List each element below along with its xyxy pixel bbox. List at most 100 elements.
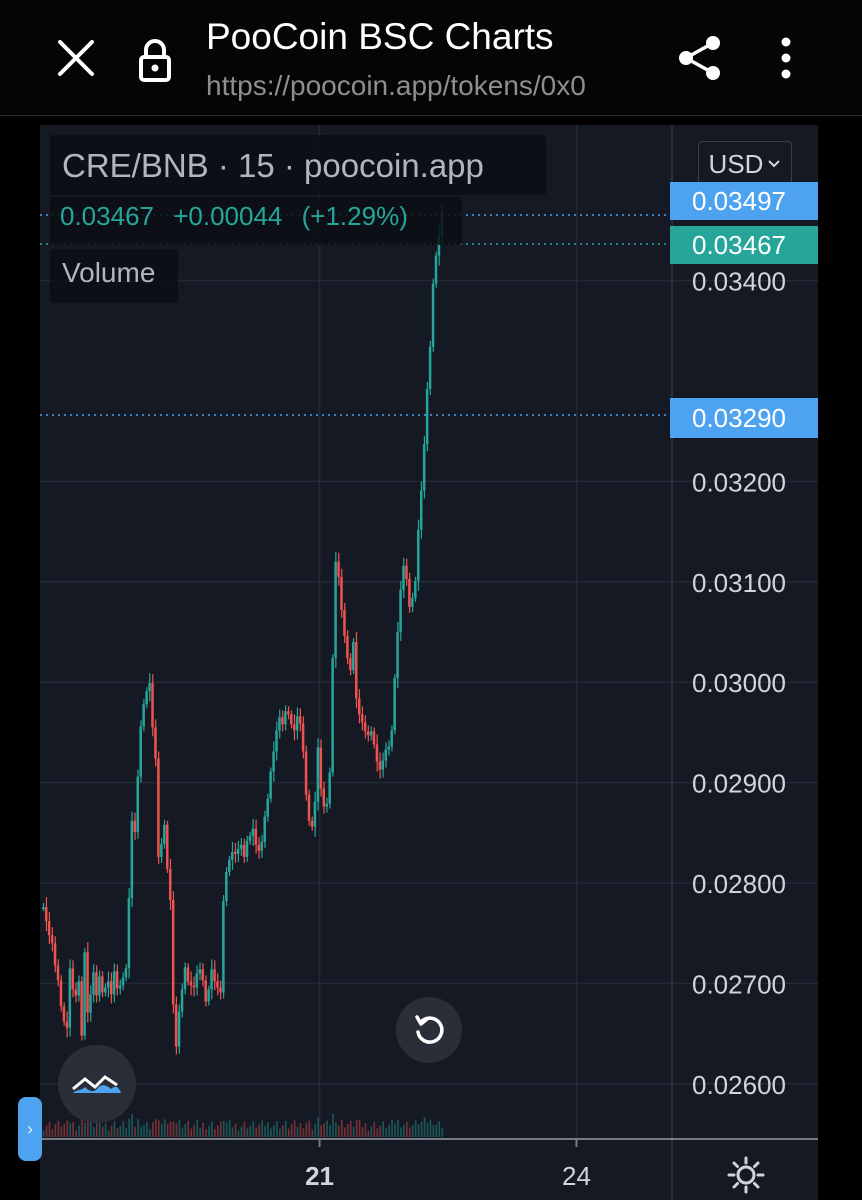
price-change: +0.00044	[173, 201, 283, 231]
candle-body	[414, 580, 417, 598]
page-title: PooCoin BSC Charts	[206, 16, 554, 57]
volume-bar	[72, 1122, 74, 1137]
candle-body	[130, 820, 134, 899]
candle-body	[192, 985, 196, 988]
candle-body	[74, 989, 77, 996]
volume-bar	[75, 1130, 77, 1137]
volume-bar	[149, 1129, 151, 1137]
candle-body	[42, 907, 45, 910]
volume-bar	[355, 1119, 358, 1137]
candle-body	[257, 844, 261, 851]
share-icon[interactable]	[664, 22, 736, 94]
candle-body	[310, 820, 314, 827]
y-tick-label: 0.03100	[692, 568, 786, 598]
volume-bar	[69, 1122, 71, 1137]
candle-body	[437, 235, 441, 256]
chevron-down-icon	[768, 160, 781, 168]
volume-bar	[211, 1121, 213, 1137]
volume-bar	[308, 1120, 311, 1137]
candle-body	[269, 771, 272, 799]
volume-bar	[414, 1120, 417, 1137]
side-panel-handle[interactable]: ›	[18, 1097, 42, 1161]
volume-bar	[432, 1125, 435, 1137]
candle-body	[343, 609, 346, 637]
candle-body	[292, 724, 296, 731]
volume-bar	[358, 1119, 361, 1137]
candle-body	[83, 952, 86, 1036]
volume-bar	[352, 1126, 355, 1137]
candle-body	[319, 747, 323, 789]
candle-body	[59, 980, 63, 1007]
volume-bar	[258, 1124, 260, 1137]
volume-bar	[131, 1114, 134, 1137]
candle-body	[145, 691, 148, 705]
close-icon[interactable]	[40, 22, 112, 94]
volume-bar	[92, 1127, 95, 1137]
volume-bar	[81, 1118, 83, 1137]
candle-body	[328, 772, 331, 804]
volume-bar	[343, 1127, 346, 1137]
volume-bar	[66, 1120, 69, 1137]
volume-bar	[84, 1122, 86, 1137]
volume-bar	[214, 1128, 216, 1137]
candle-body	[287, 711, 290, 715]
candle-body	[375, 744, 379, 762]
candle-body	[225, 871, 228, 902]
more-options-icon[interactable]	[760, 22, 812, 94]
volume-bar	[346, 1124, 349, 1137]
volume-bar	[276, 1121, 278, 1137]
volume-bar	[385, 1128, 387, 1137]
candle-body	[372, 731, 376, 745]
lock-icon[interactable]	[128, 30, 182, 90]
candle-body	[352, 642, 355, 671]
volume-bar	[305, 1123, 308, 1137]
volume-bar	[90, 1120, 92, 1137]
volume-bar	[237, 1130, 240, 1137]
candle-body	[290, 714, 293, 725]
volume-bar	[408, 1127, 411, 1137]
candle-body	[346, 636, 349, 659]
volume-bar	[196, 1119, 198, 1137]
volume-bar	[60, 1126, 63, 1137]
volume-bar	[228, 1119, 231, 1137]
legend-volume-box	[50, 249, 178, 303]
volume-bar	[320, 1125, 322, 1137]
candle-body	[151, 683, 154, 728]
volume-bar	[290, 1124, 293, 1137]
price-chart[interactable]: 0.03400 0.03200 0.03100 0.03000 0.02900 0.028…	[0, 117, 862, 1200]
candle-body	[425, 389, 429, 445]
chevron-right-icon: ›	[27, 1118, 33, 1139]
volume-bar	[267, 1122, 269, 1137]
candle-body	[301, 723, 305, 752]
volume-bar	[78, 1125, 80, 1137]
volume-bar	[370, 1126, 373, 1137]
candle-body	[104, 987, 107, 993]
volume-bar	[420, 1121, 423, 1137]
volume-bar	[107, 1130, 110, 1137]
currency-select[interactable]: USD	[698, 141, 792, 187]
volume-bar	[113, 1120, 116, 1137]
volume-bar	[397, 1119, 399, 1137]
candle-body	[428, 346, 432, 390]
chart-container[interactable]: 0.03400 0.03200 0.03100 0.03000 0.02900 0.028…	[0, 117, 862, 1200]
candle-body	[121, 977, 125, 986]
candle-body	[62, 1006, 66, 1022]
candle-body	[222, 901, 225, 993]
url-field[interactable]: https://poocoin.app/tokens/0x0	[206, 70, 586, 101]
volume-bar	[361, 1127, 364, 1137]
volume-bar	[178, 1119, 181, 1137]
volume-bar	[382, 1121, 384, 1137]
volume-bar	[314, 1123, 317, 1137]
reset-chart-button[interactable]	[396, 997, 462, 1063]
volume-bar	[270, 1128, 272, 1137]
settings-button[interactable]	[724, 1153, 768, 1197]
volume-bar	[63, 1123, 66, 1137]
volume-bar	[208, 1125, 210, 1137]
volume-bar	[341, 1120, 343, 1137]
candle-body	[384, 749, 388, 761]
candle-body	[393, 678, 396, 731]
candle-body	[98, 976, 101, 996]
volume-bar	[45, 1125, 48, 1137]
tradingview-logo-button[interactable]	[58, 1045, 136, 1123]
candle-body	[325, 803, 328, 807]
